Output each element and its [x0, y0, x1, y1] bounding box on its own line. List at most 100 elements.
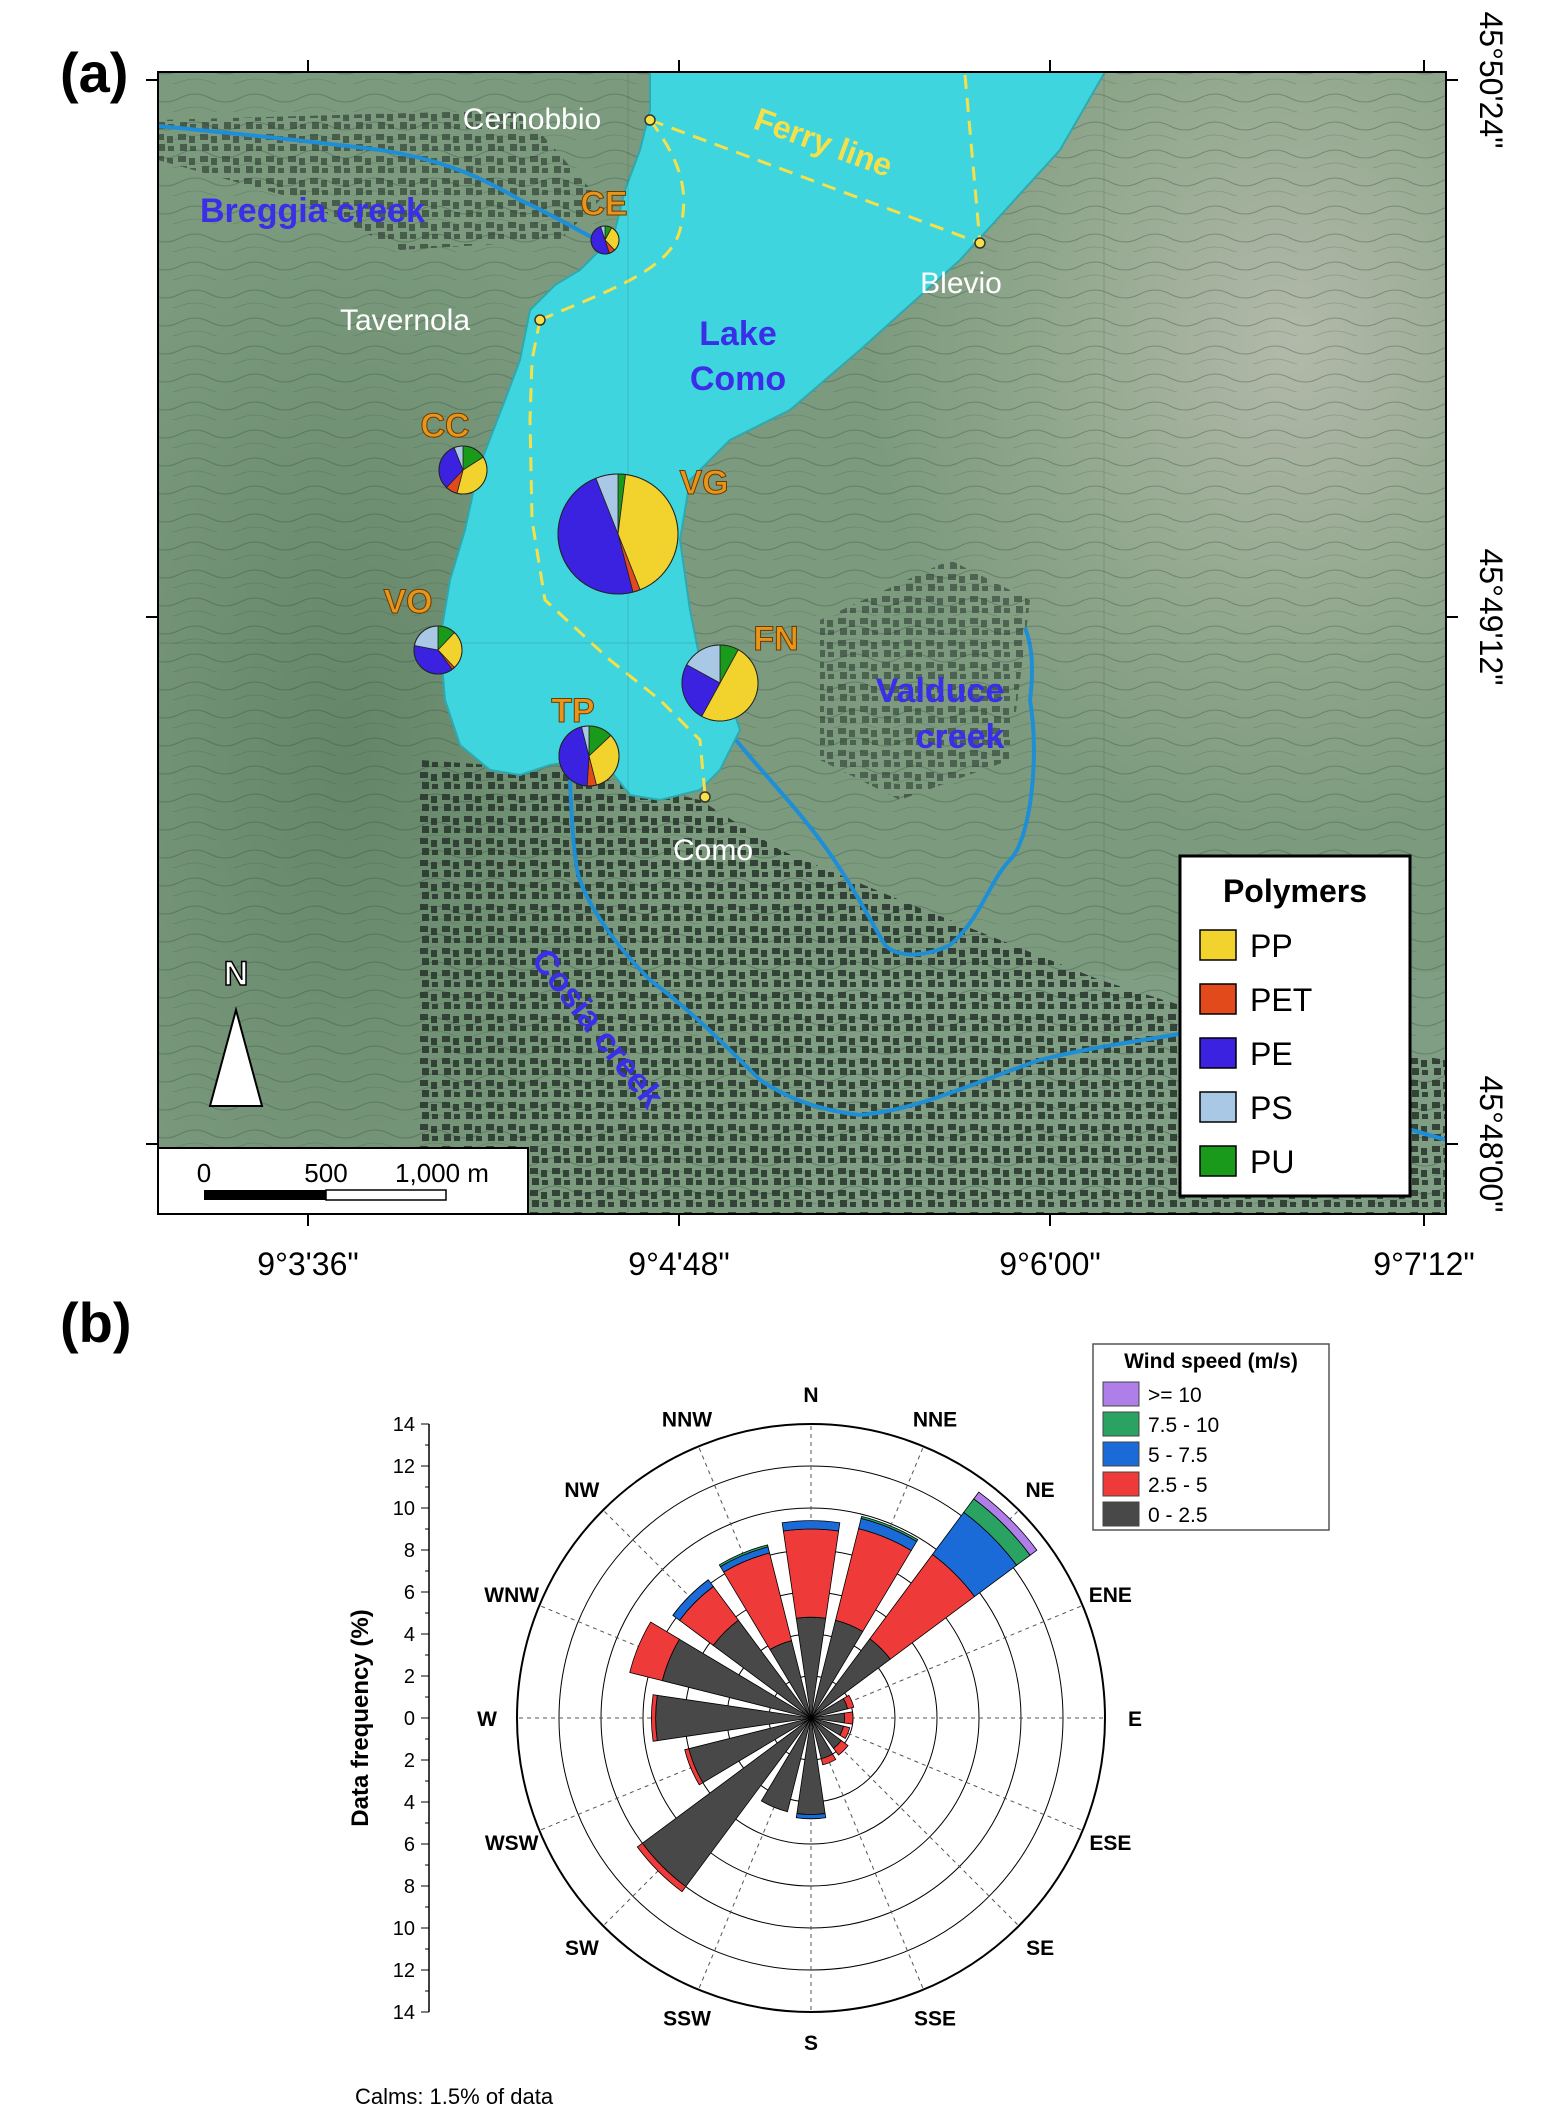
scale-tick-0: 0 [197, 1158, 211, 1188]
town-label-como: Como [673, 834, 753, 867]
wedge-s-5_7_5 [795, 1813, 827, 1820]
site-label-vg: VG [679, 464, 728, 502]
direction-label-ne: NE [1026, 1479, 1055, 1502]
wind-rose: N NNE NE ENE E ESE SE SSE S SSW SW WSW W WNW NW NNW [477, 1384, 1142, 2055]
ring-14 [516, 1423, 1106, 2013]
map-border [157, 71, 1447, 1215]
legend-title: Polymers [1223, 873, 1367, 909]
axis-tick-label: 8 [404, 1540, 415, 1562]
wind-legend-title: Wind speed (m/s) [1124, 1350, 1298, 1373]
pie-tp [558, 725, 620, 787]
axis-tick-label: 14 [393, 2002, 415, 2024]
breggia-creek-line [158, 124, 609, 247]
scale-tick-500: 500 [304, 1158, 347, 1188]
panel-a-label: (a) [60, 41, 128, 104]
ferry-stops [534, 114, 986, 803]
wedge-nne-7_5_10 [860, 1515, 919, 1542]
valduce-creek-label-line1: Valduce [876, 672, 1005, 710]
direction-label-s: S [804, 2032, 818, 2055]
lake-como-label-line1: Lake [699, 315, 777, 353]
site-pie-charts [413, 225, 759, 787]
map-frame: Breggia creek Lake Como Valduce creek Co… [158, 72, 1446, 1214]
legend-label-pet: PET [1250, 982, 1312, 1018]
axis-tick-label: 8 [404, 1876, 415, 1898]
wedge-wnw-2_5_5 [629, 1621, 681, 1682]
scale-tick-1000: 1,000 m [395, 1158, 489, 1188]
axis-tick-label: 6 [404, 1834, 415, 1856]
urban-area-east [820, 560, 1030, 800]
wind-legend-label: 5 - 7.5 [1148, 1444, 1208, 1467]
wedge-n-2_5_5 [782, 1528, 840, 1619]
direction-label-ene: ENE [1089, 1584, 1132, 1607]
legend-swatch-pu [1199, 1145, 1237, 1177]
lat-label-3: 45°48'00" [1473, 1075, 1509, 1212]
lake-como-label-line2: Como [690, 360, 786, 398]
lon-label-4: 9°7'12" [1373, 1246, 1474, 1282]
site-label-vo: VO [383, 583, 432, 621]
wind-legend-swatch [1102, 1381, 1140, 1407]
north-arrow-label: N [224, 955, 249, 993]
legend-label-pe: PE [1250, 1036, 1293, 1072]
direction-label-w: W [477, 1708, 497, 1731]
wedge-e-2_5_5 [843, 1711, 854, 1725]
legend-swatch-pp [1199, 929, 1237, 961]
town-label-blevio: Blevio [920, 267, 1002, 300]
direction-label-nnw: NNW [662, 1409, 712, 1432]
wedge-nw-5_7_5 [672, 1579, 714, 1621]
pie-cc [438, 445, 488, 495]
wind-legend-swatch [1102, 1501, 1140, 1527]
wedge-ene-2_5_5 [842, 1694, 855, 1710]
legend-label-pp: PP [1250, 928, 1293, 964]
direction-label-wsw: WSW [485, 1832, 539, 1855]
direction-label-e: E [1128, 1708, 1142, 1731]
site-label-fn: FN [753, 620, 798, 658]
legend-swatch-ps [1199, 1091, 1237, 1123]
site-label-cc: CC [420, 407, 469, 445]
lon-label-1: 9°3'36" [257, 1246, 358, 1282]
valduce-creek-label-line2: creek [916, 718, 1005, 756]
ferry-lines [528, 74, 982, 796]
breggia-creek-label: Breggia creek [200, 192, 425, 230]
wedge-ese-2_5_5 [839, 1725, 851, 1740]
axis-tick-label: 6 [404, 1582, 415, 1604]
direction-label-ese: ESE [1089, 1832, 1131, 1855]
axis-tick-label: 14 [393, 1414, 415, 1436]
direction-label-n: N [803, 1384, 818, 1407]
lat-label-1: 45°50'24" [1473, 11, 1509, 148]
axis-tick-label: 4 [404, 1792, 415, 1814]
site-label-ce: CE [580, 185, 627, 223]
lat-label-2: 45°49'12" [1473, 548, 1509, 685]
axis-tick-label: 4 [404, 1624, 415, 1646]
calms-note: Calms: 1.5% of data [355, 2084, 554, 2109]
axis-tick-label: 0 [404, 1708, 415, 1730]
axis-tick-label: 12 [393, 1960, 415, 1982]
lon-label-2: 9°4'48" [628, 1246, 729, 1282]
wedge-n-5_7_5 [781, 1520, 841, 1532]
wind-legend-swatch [1102, 1441, 1140, 1467]
direction-label-se: SE [1026, 1937, 1054, 1960]
wedge-w-0_2_5 [655, 1694, 812, 1742]
legend-label-pu: PU [1250, 1144, 1294, 1180]
legend-label-ps: PS [1250, 1090, 1293, 1126]
wedge-se-2_5_5 [832, 1739, 849, 1756]
wedge-w-2_5_5 [651, 1694, 658, 1742]
north-arrow: N [208, 954, 264, 1107]
town-label-cernobbio: Cernobbio [463, 103, 601, 136]
wedge-n-0_2_5 [795, 1616, 827, 1719]
wind-legend-label: 0 - 2.5 [1148, 1504, 1208, 1527]
wedge-ssw-0_2_5 [760, 1717, 812, 1813]
pie-vg [557, 473, 679, 595]
map-ticks [146, 60, 1458, 1226]
wedge-nnw-7_5_10 [718, 1544, 769, 1568]
direction-label-sse: SSE [914, 2007, 956, 2030]
wedge-sse-2_5_5 [820, 1753, 837, 1766]
frequency-axis-title: Data frequency (%) [347, 1609, 374, 1826]
pie-vo [413, 625, 463, 675]
axis-tick-label: 10 [393, 1918, 415, 1940]
direction-label-ssw: SSW [663, 2007, 711, 2030]
axis-tick-label: 2 [404, 1750, 415, 1772]
axis-tick-label: 2 [404, 1666, 415, 1688]
scale-bar: 0 500 1,000 m [158, 1147, 529, 1214]
valduce-creek-line [734, 627, 1036, 957]
site-label-tp: TP [551, 692, 594, 730]
